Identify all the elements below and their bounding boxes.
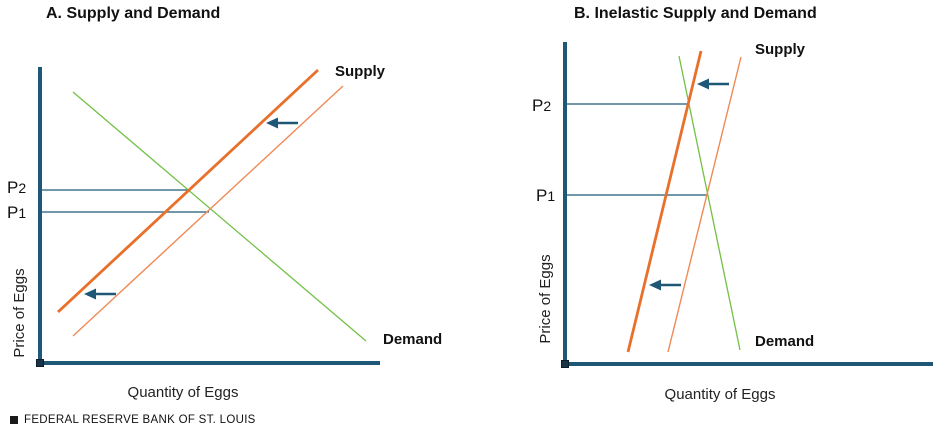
panel-b-supply-label: Supply bbox=[755, 41, 806, 58]
panel-a-demand-label: Demand bbox=[383, 331, 442, 348]
panel-a: A. Supply and Demand Supply Demand P2 P1… bbox=[7, 5, 442, 401]
panel-a-supply-label: Supply bbox=[335, 63, 386, 80]
panel-a-x-axis-title: Quantity of Eggs bbox=[128, 384, 239, 401]
panel-a-title: A. Supply and Demand bbox=[46, 5, 220, 22]
source-square-icon bbox=[10, 416, 18, 424]
panel-b-p2-label: P2 bbox=[532, 96, 551, 115]
panel-b-shift-arrow-lower bbox=[649, 279, 681, 291]
panel-a-demand-curve bbox=[72, 91, 367, 342]
panel-a-origin-marker bbox=[36, 359, 44, 367]
panel-b-title: B. Inelastic Supply and Demand bbox=[574, 5, 817, 22]
panel-a-supply-shifted-curve bbox=[57, 68, 319, 314]
panel-b-x-axis-title: Quantity of Eggs bbox=[665, 386, 776, 403]
source-credit: FEDERAL RESERVE BANK OF ST. LOUIS bbox=[10, 414, 256, 426]
panel-b-y-axis-title: Price of Eggs bbox=[537, 254, 554, 343]
panel-a-shift-arrow-lower bbox=[84, 288, 116, 300]
panel-a-shift-arrow-upper bbox=[266, 117, 298, 129]
panel-b-origin-marker bbox=[561, 360, 569, 368]
panel-a-p1-label: P1 bbox=[7, 203, 26, 222]
panel-b-demand-label: Demand bbox=[755, 333, 814, 350]
panel-a-y-axis-title: Price of Eggs bbox=[11, 268, 28, 357]
panel-b-shift-arrow-upper bbox=[697, 78, 729, 90]
source-text: FEDERAL RESERVE BANK OF ST. LOUIS bbox=[24, 414, 256, 426]
panel-b: B. Inelastic Supply and Demand Supply De… bbox=[532, 5, 933, 403]
panel-a-p2-label: P2 bbox=[7, 178, 26, 197]
panel-b-supply-shifted-curve bbox=[626, 50, 703, 353]
panel-a-supply-original-curve bbox=[72, 85, 344, 337]
panel-b-supply-original-curve bbox=[667, 56, 742, 353]
panel-b-p1-label: P1 bbox=[536, 186, 555, 205]
